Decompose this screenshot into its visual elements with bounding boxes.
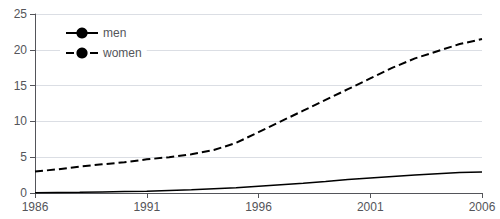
svg-text:2001: 2001	[357, 200, 384, 214]
svg-text:10: 10	[14, 114, 28, 128]
svg-text:1986: 1986	[22, 200, 49, 214]
svg-text:women: women	[102, 46, 142, 60]
svg-text:25: 25	[14, 7, 28, 21]
svg-text:1996: 1996	[245, 200, 272, 214]
svg-text:2006: 2006	[469, 200, 496, 214]
svg-text:1991: 1991	[133, 200, 160, 214]
svg-text:0: 0	[20, 186, 27, 200]
svg-text:20: 20	[14, 43, 28, 57]
svg-text:5: 5	[20, 150, 27, 164]
svg-text:men: men	[103, 26, 126, 40]
svg-text:15: 15	[14, 79, 28, 93]
